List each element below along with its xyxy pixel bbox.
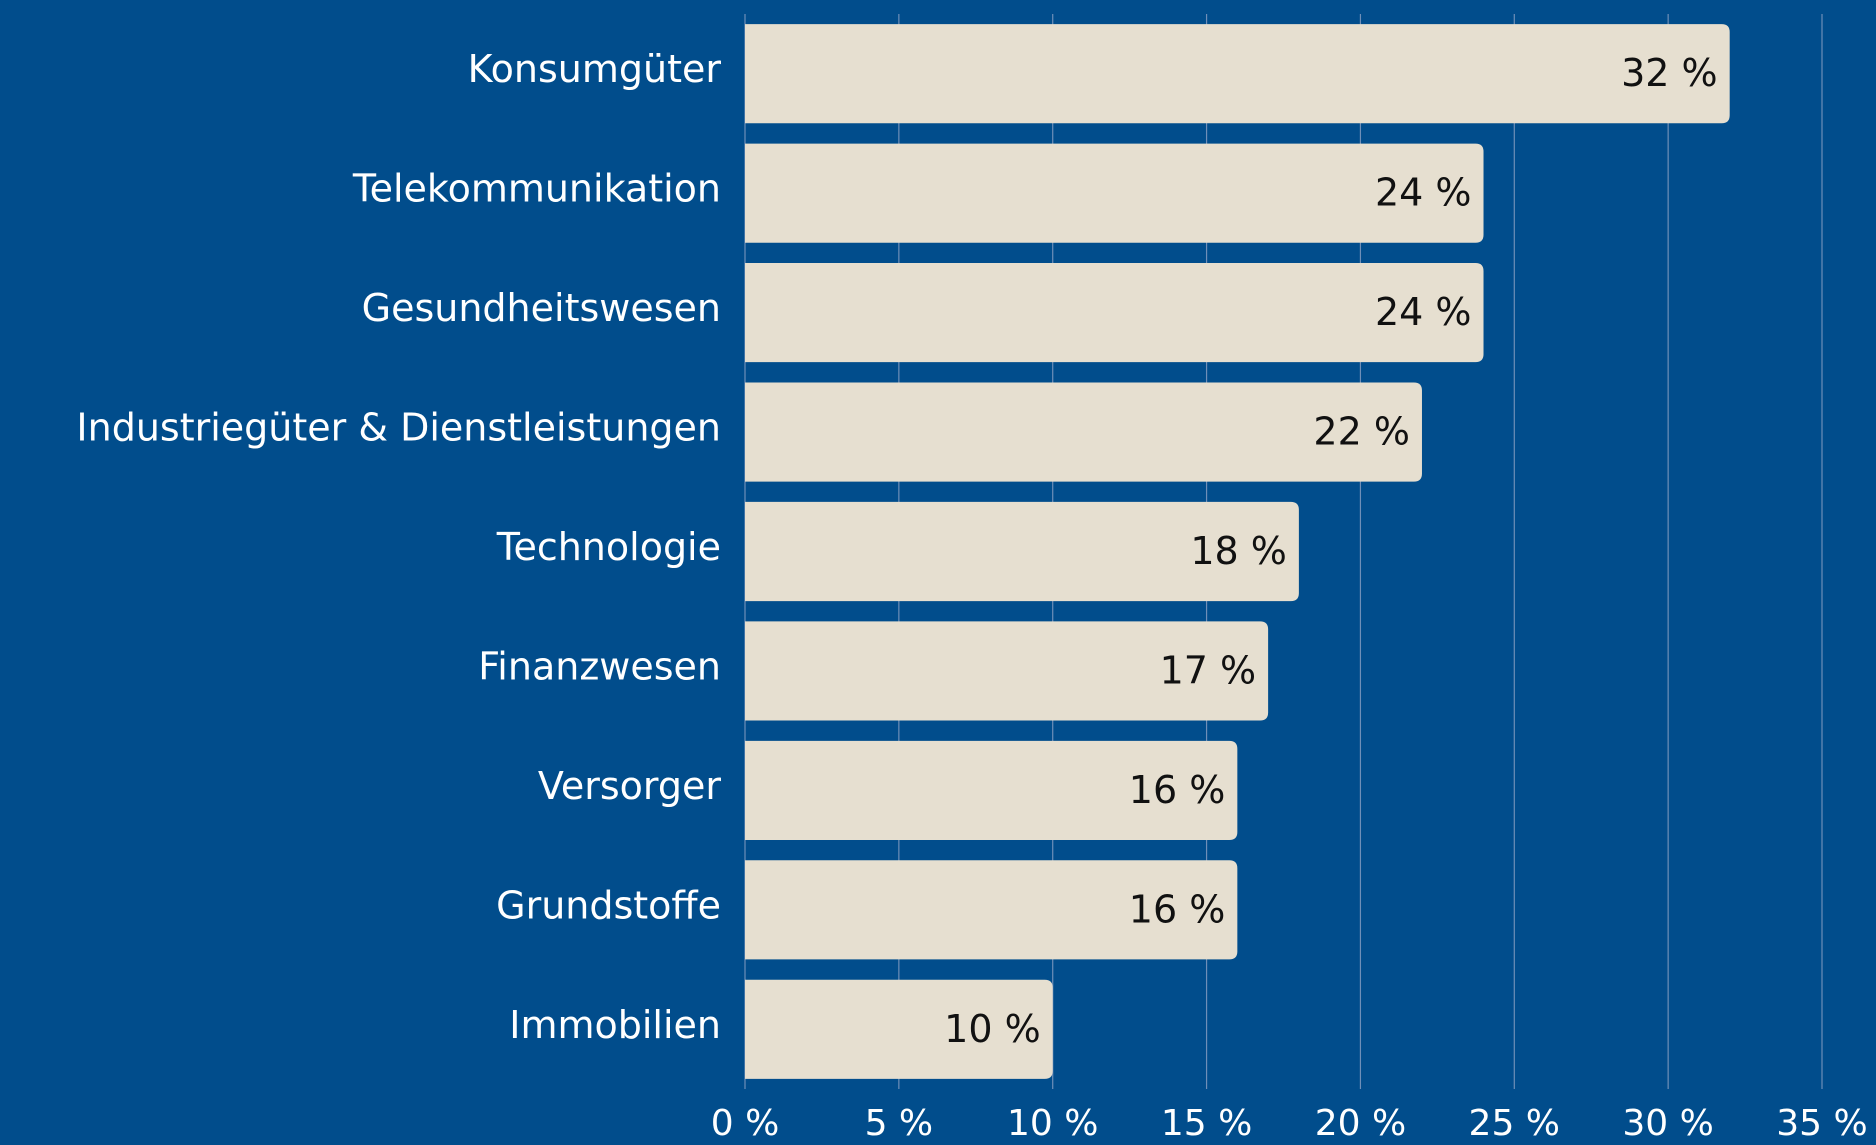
value-label: 32 % [1621, 51, 1718, 95]
value-label: 24 % [1375, 171, 1472, 215]
x-tick-label: 15 % [1161, 1103, 1252, 1144]
bar [745, 740, 1238, 840]
bar [745, 263, 1484, 363]
x-tick-label: 30 % [1622, 1103, 1713, 1144]
category-label: Telekommunikation [352, 167, 721, 211]
value-label: 18 % [1190, 529, 1287, 573]
category-label: Industriegüter & Dienstleistungen [76, 406, 721, 450]
value-label: 16 % [1129, 768, 1226, 812]
x-tick-label: 5 % [865, 1103, 934, 1144]
value-label: 24 % [1375, 290, 1472, 334]
bar [745, 382, 1422, 482]
bar [745, 621, 1269, 721]
value-label: 16 % [1129, 887, 1226, 931]
category-label: Grundstoffe [496, 883, 721, 927]
x-tick-label: 20 % [1315, 1103, 1406, 1144]
bar [745, 501, 1299, 602]
x-tick-label: 25 % [1469, 1103, 1560, 1144]
category-label: Versorger [538, 764, 722, 808]
value-label: 17 % [1160, 648, 1257, 692]
x-tick-label: 10 % [1007, 1103, 1098, 1144]
category-label: Gesundheitswesen [362, 286, 721, 330]
value-label: 22 % [1313, 410, 1410, 454]
bar [745, 143, 1484, 243]
value-label: 10 % [944, 1007, 1041, 1051]
x-tick-label: 35 % [1776, 1103, 1867, 1144]
category-label: Immobilien [509, 1003, 721, 1047]
category-label: Konsumgüter [468, 47, 722, 91]
bar [745, 860, 1238, 960]
bar [745, 979, 1053, 1079]
x-tick-label: 0 % [711, 1103, 780, 1144]
category-label: Technologie [496, 525, 721, 569]
category-label: Finanzwesen [478, 644, 721, 688]
bar [745, 24, 1730, 124]
